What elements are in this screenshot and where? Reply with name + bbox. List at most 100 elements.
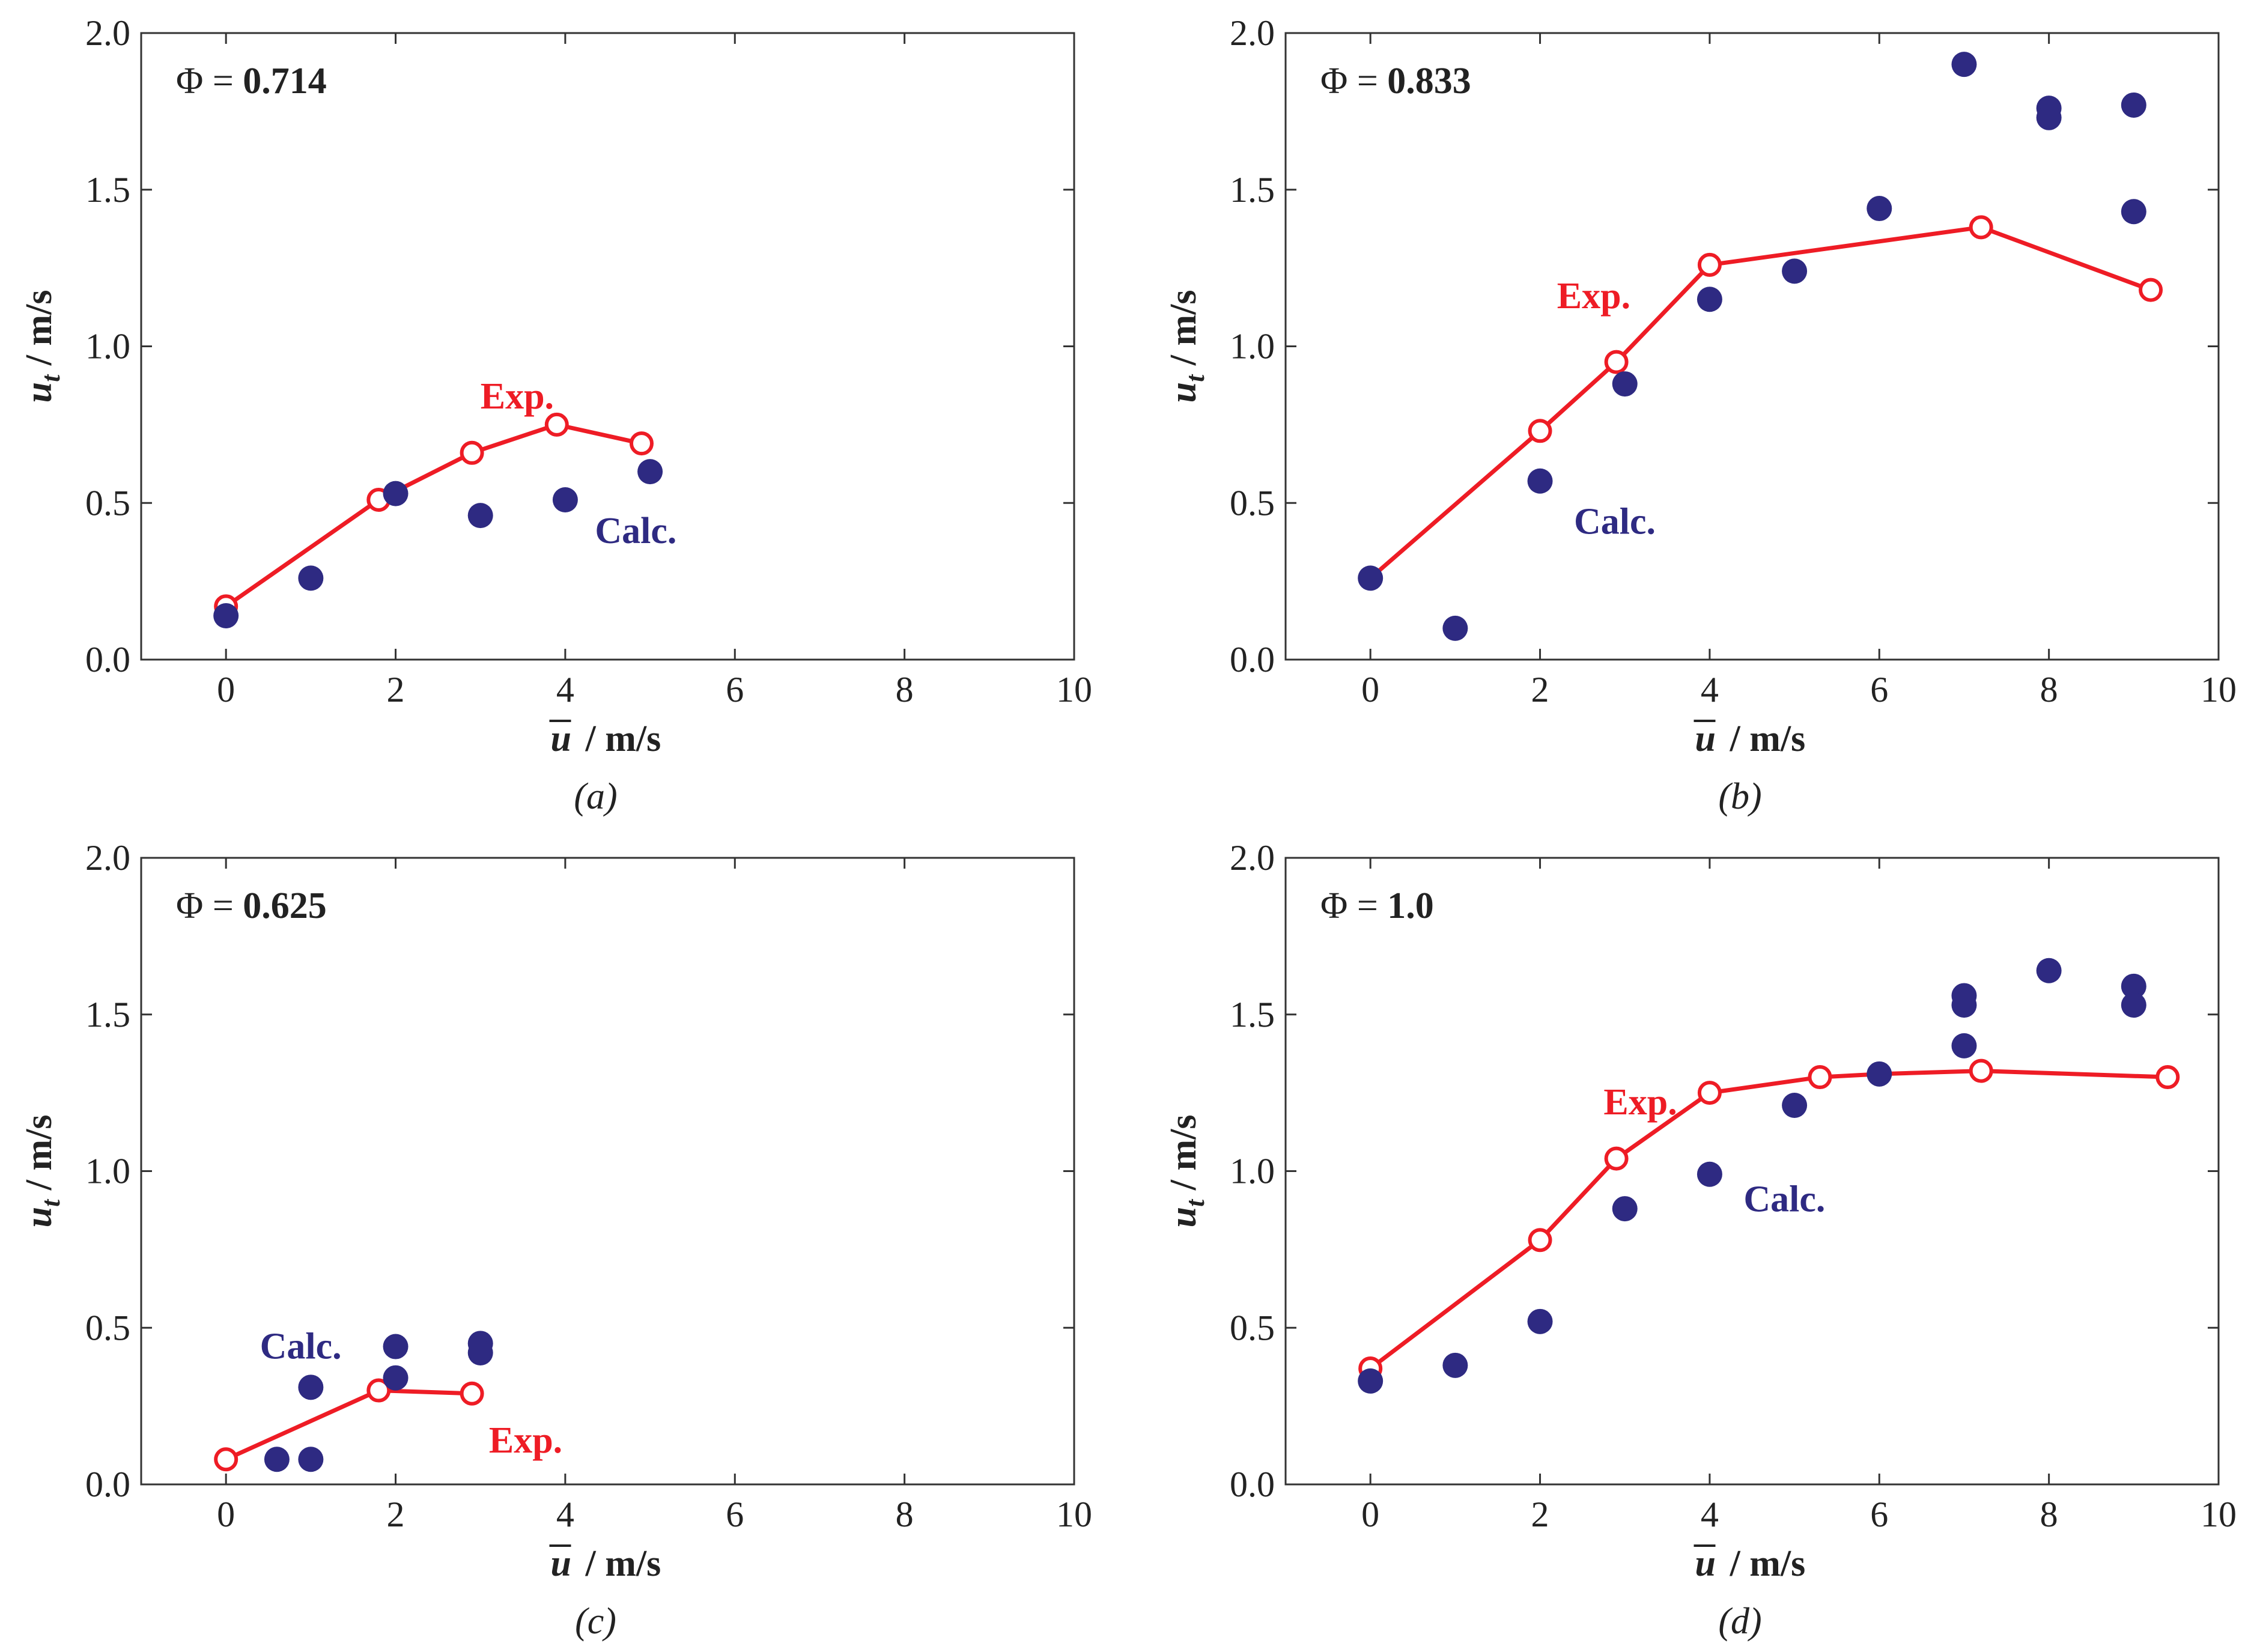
calc-point bbox=[2121, 973, 2146, 999]
x-tick-label: 4 bbox=[556, 670, 574, 709]
plot-frame bbox=[140, 857, 1075, 1486]
y-axis-subscript: t bbox=[36, 374, 65, 382]
chart-panel-4: 0.00.51.01.52.00 2 4 6 8 10u / m/sut / m/sΦ = … bbox=[1163, 838, 2237, 1642]
x-tick-label: 6 bbox=[726, 1495, 744, 1534]
exp-point bbox=[2139, 278, 2163, 302]
y-axis-label: ut / m/s bbox=[1163, 290, 1210, 403]
chart-panel-3: 0.00.51.01.52.00 2 4 6 8 10u / m/sut / m/sΦ = … bbox=[19, 838, 1092, 1642]
exp-point bbox=[1969, 215, 1993, 240]
calc-point bbox=[1951, 52, 1977, 77]
exp-point bbox=[214, 1447, 238, 1472]
x-tick-label: 8 bbox=[2040, 670, 2058, 709]
y-tick-label: 1.5 bbox=[1230, 995, 1275, 1034]
exp-series-label: Exp. bbox=[489, 1420, 562, 1461]
x-tick-label: 10 bbox=[2201, 1495, 2237, 1534]
y-tick-label: 0.5 bbox=[85, 1308, 130, 1347]
calc-point bbox=[1782, 258, 1808, 284]
phi-symbol: Φ = bbox=[1320, 61, 1387, 102]
y-tick-label: 1.5 bbox=[85, 995, 130, 1034]
calc-point bbox=[1867, 196, 1892, 222]
exp-line bbox=[1369, 1069, 2168, 1370]
x-tick-label: 4 bbox=[1701, 670, 1719, 709]
phi-label: Φ = 0.714 bbox=[176, 61, 327, 102]
x-tick-label: 6 bbox=[726, 670, 744, 709]
x-axis-symbol: u bbox=[551, 1543, 571, 1584]
x-axis-unit: / m/s bbox=[1730, 1543, 1806, 1584]
series-calc: Calc. bbox=[260, 1326, 493, 1472]
calc-series-label: Calc. bbox=[1574, 502, 1656, 542]
phi-symbol: Φ = bbox=[176, 61, 243, 102]
exp-point bbox=[460, 440, 484, 465]
calc-point bbox=[2036, 958, 2062, 983]
x-axis-symbol: u bbox=[1695, 1543, 1716, 1584]
exp-point bbox=[544, 412, 569, 437]
calc-point bbox=[1612, 1196, 1638, 1222]
series-calc: Calc. bbox=[1358, 52, 2146, 641]
calc-series-label: Calc. bbox=[1743, 1179, 1825, 1219]
x-tick-label: 8 bbox=[896, 670, 914, 709]
exp-point bbox=[2155, 1065, 2180, 1090]
y-axis-subscript: t bbox=[36, 1198, 65, 1207]
y-axis-unit: / m/s bbox=[19, 290, 59, 375]
y-tick-label: 1.5 bbox=[1230, 170, 1275, 210]
calc-point bbox=[298, 1447, 324, 1472]
calc-point bbox=[1867, 1061, 1892, 1087]
exp-series-label: Exp. bbox=[481, 376, 554, 417]
exp-point bbox=[1697, 1081, 1722, 1105]
x-tick-label: 8 bbox=[2040, 1495, 2058, 1534]
y-axis-label: ut / m/s bbox=[19, 1115, 65, 1228]
y-axis-symbol: u bbox=[19, 382, 59, 402]
y-tick-label: 0.0 bbox=[1230, 1465, 1275, 1504]
y-axis-subscript: t bbox=[1180, 1198, 1210, 1207]
y-axis-label: ut / m/s bbox=[1163, 1115, 1210, 1228]
calc-point bbox=[298, 565, 324, 591]
series-calc: Calc. bbox=[213, 459, 676, 628]
series-exp: Exp. bbox=[214, 376, 654, 619]
calc-point bbox=[2121, 992, 2146, 1018]
exp-point bbox=[1604, 350, 1629, 374]
exp-point bbox=[460, 1381, 484, 1406]
y-axis-symbol: u bbox=[1163, 1207, 1204, 1227]
x-axis-unit: / m/s bbox=[1730, 718, 1806, 759]
calc-point bbox=[298, 1374, 324, 1400]
exp-point bbox=[1808, 1065, 1832, 1090]
exp-point bbox=[1969, 1058, 1993, 1083]
exp-series-label: Exp. bbox=[1557, 276, 1630, 317]
calc-point bbox=[1442, 1352, 1468, 1378]
phi-value: 0.833 bbox=[1387, 61, 1471, 102]
calc-point bbox=[552, 487, 578, 513]
x-tick-label: 10 bbox=[2201, 670, 2237, 709]
y-axis-unit: / m/s bbox=[1163, 1115, 1204, 1200]
calc-point bbox=[1527, 1308, 1553, 1334]
phi-symbol: Φ = bbox=[176, 885, 243, 926]
phi-symbol: Φ = bbox=[1320, 885, 1387, 926]
x-tick-label: 2 bbox=[1531, 670, 1549, 709]
exp-point bbox=[1528, 419, 1552, 443]
calc-point bbox=[1782, 1092, 1808, 1118]
calc-point bbox=[383, 1334, 409, 1359]
calc-point bbox=[383, 1365, 409, 1391]
calc-point bbox=[1358, 1368, 1384, 1394]
x-tick-label: 0 bbox=[217, 1495, 235, 1534]
calc-point bbox=[637, 459, 663, 485]
x-tick-label: 6 bbox=[1870, 670, 1888, 709]
x-tick-label: 0 bbox=[217, 670, 235, 709]
calc-point bbox=[264, 1447, 290, 1472]
series-exp: Exp. bbox=[1358, 215, 2163, 591]
y-tick-label: 2.0 bbox=[1230, 838, 1275, 878]
exp-point bbox=[1604, 1146, 1629, 1171]
y-axis-unit: / m/s bbox=[1163, 290, 1204, 375]
y-tick-label: 0.0 bbox=[85, 640, 130, 679]
plot-frame bbox=[1284, 857, 2220, 1486]
series-exp: Exp. bbox=[214, 1378, 562, 1472]
calc-point bbox=[1951, 983, 1977, 1009]
calc-point bbox=[1697, 1161, 1722, 1187]
y-tick-label: 1.0 bbox=[85, 1152, 130, 1191]
x-axis-unit: / m/s bbox=[585, 1543, 661, 1584]
x-tick-label: 6 bbox=[1870, 1495, 1888, 1534]
exp-line bbox=[1368, 225, 2152, 580]
panel-label: (d) bbox=[1718, 1601, 1761, 1642]
y-tick-label: 0.5 bbox=[85, 483, 130, 523]
y-tick-label: 2.0 bbox=[85, 838, 130, 878]
x-tick-label: 2 bbox=[387, 670, 405, 709]
